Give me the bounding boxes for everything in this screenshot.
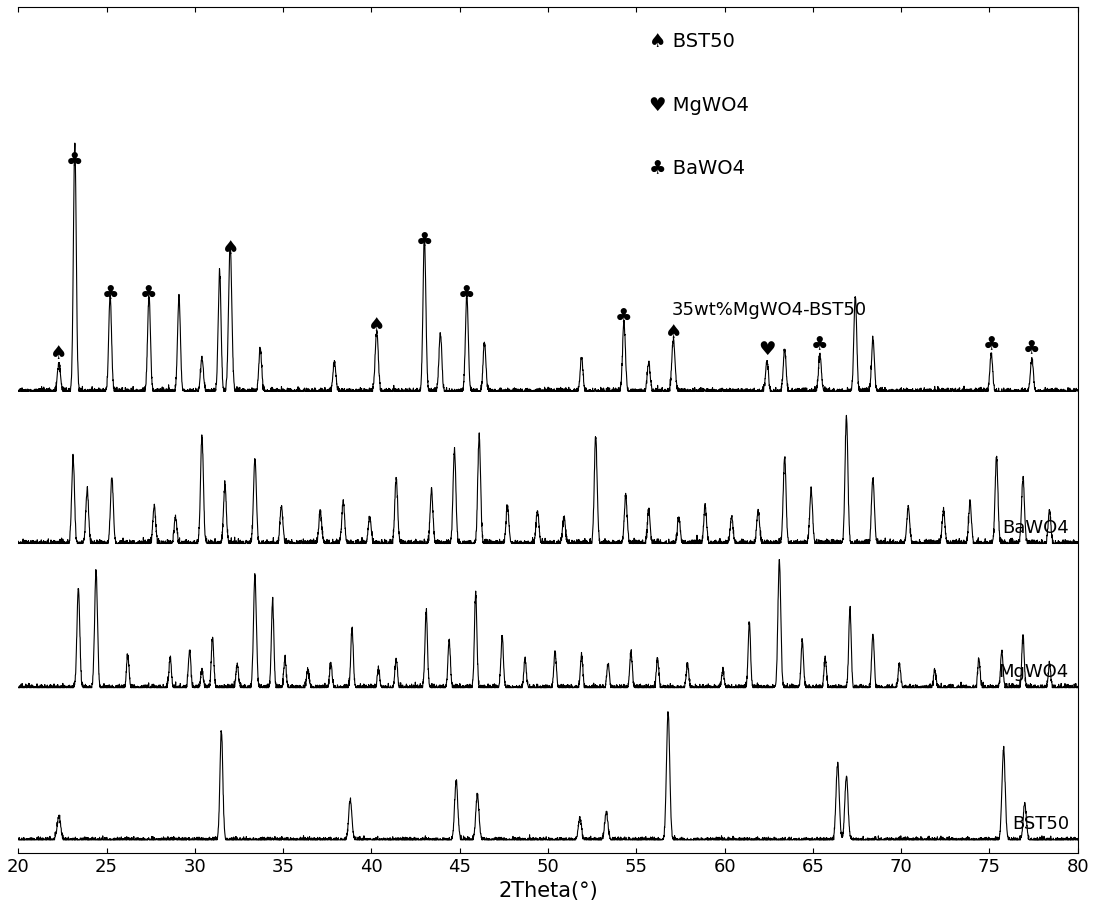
Text: ♣: ♣ (811, 336, 829, 354)
Text: ♠ BST50: ♠ BST50 (649, 33, 734, 52)
Text: ♣: ♣ (140, 284, 158, 303)
Text: ♣: ♣ (415, 232, 433, 251)
Text: MgWO4: MgWO4 (998, 663, 1069, 681)
Text: ♣ BaWO4: ♣ BaWO4 (649, 159, 744, 178)
Text: 35wt%MgWO4-BST50: 35wt%MgWO4-BST50 (672, 301, 867, 320)
Text: BaWO4: BaWO4 (1002, 519, 1069, 538)
Text: ♠: ♠ (50, 343, 68, 362)
Text: ♠: ♠ (664, 322, 682, 341)
Text: ♣: ♣ (102, 284, 118, 303)
Text: BST50: BST50 (1012, 815, 1069, 834)
Text: ♥: ♥ (758, 340, 776, 360)
Text: ♣: ♣ (615, 307, 632, 326)
Text: ♥ MgWO4: ♥ MgWO4 (649, 95, 749, 114)
Text: ♠: ♠ (221, 240, 239, 259)
Text: ♣: ♣ (66, 152, 83, 171)
Text: ♣: ♣ (1023, 339, 1040, 358)
Text: ♣: ♣ (982, 336, 1000, 354)
Text: ♠: ♠ (368, 316, 386, 335)
X-axis label: 2Theta(°): 2Theta(°) (499, 881, 598, 901)
Text: ♣: ♣ (458, 284, 476, 303)
